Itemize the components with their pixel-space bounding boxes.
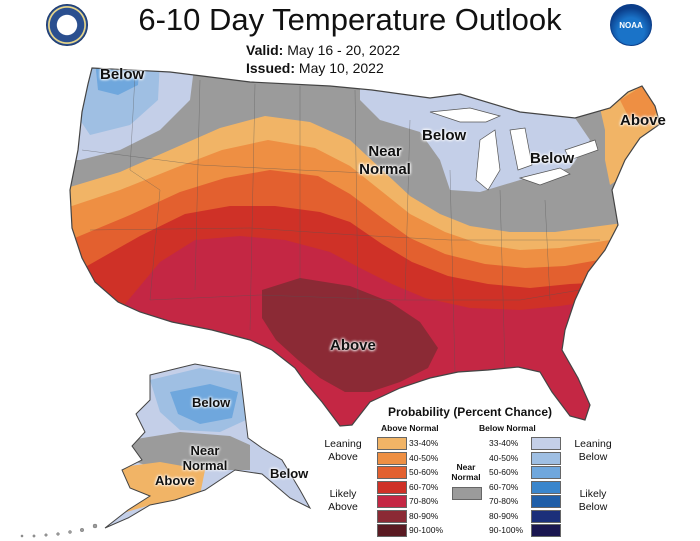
- legend-below-label-5: 80-90%: [489, 510, 519, 521]
- map-label-ak-below: Below: [192, 395, 231, 410]
- legend-title: Probability (Percent Chance): [387, 405, 553, 419]
- legend-below-swatch-1: [531, 451, 561, 465]
- legend-near-normal: Near Normal: [446, 462, 486, 482]
- legend-below-swatch-5: [531, 509, 561, 523]
- map-label-near-normal-1: Near: [368, 143, 402, 160]
- legend-below-swatch-2: [531, 466, 561, 479]
- legend-above-swatch-2: [377, 466, 407, 479]
- map-label-ak-near-normal: Near Normal: [180, 443, 230, 473]
- legend-above-header: Above Normal: [381, 423, 439, 433]
- legend-above-label-6: 90-100%: [409, 525, 444, 535]
- legend-below-swatch-3: [531, 480, 561, 494]
- legend-likely-below-1: Likely: [579, 488, 607, 500]
- legend-likely-below-2: Below: [578, 501, 608, 513]
- legend-above-label-0: 33-40%: [409, 438, 439, 448]
- valid-value: May 16 - 20, 2022: [287, 42, 401, 58]
- legend-near-normal-swatch: [452, 487, 482, 500]
- legend-above-swatch-4: [377, 495, 407, 508]
- issued-value: May 10, 2022: [298, 60, 384, 76]
- map-label-near-normal: Near Normal: [355, 143, 415, 179]
- legend-likely-above-2: Above: [328, 501, 358, 513]
- map-label-ak-near-1: Near: [190, 443, 220, 458]
- map-label-near-normal-2: Normal: [359, 161, 411, 178]
- map-label-ne-below: Below: [530, 150, 575, 167]
- legend-likely-above: Likely Above: [318, 488, 368, 514]
- legend-leaning-below-1: Leaning: [574, 438, 612, 450]
- noaa-logo-icon: NOAA: [610, 4, 652, 46]
- legend-leaning-below-2: Below: [578, 451, 608, 463]
- map-label-gl-below: Below: [422, 127, 467, 144]
- issued-row: Issued: May 10, 2022: [246, 60, 384, 76]
- legend-leaning-above-1: Leaning: [324, 438, 362, 450]
- legend-above-label-1: 40-50%: [409, 452, 439, 463]
- legend-likely-above-1: Likely: [329, 488, 357, 500]
- map-label-nw-below: Below: [100, 66, 145, 83]
- legend-above-swatch-3: [377, 480, 407, 494]
- legend-below-label-4: 70-80%: [489, 496, 519, 506]
- legend-likely-below: Likely Below: [568, 488, 618, 514]
- legend-near-2: Normal: [451, 472, 481, 482]
- legend-above-swatch-0: [377, 437, 407, 450]
- legend-near-1: Near: [456, 462, 476, 472]
- legend-below-swatch-6: [531, 524, 561, 537]
- valid-row: Valid: May 16 - 20, 2022: [246, 42, 400, 58]
- map-label-south-above: Above: [330, 337, 376, 354]
- legend-above-swatch-5: [377, 509, 407, 523]
- legend-above-label-3: 60-70%: [409, 481, 439, 492]
- legend-leaning-above: Leaning Above: [318, 438, 368, 464]
- map-label-ak-se-below: Below: [270, 466, 309, 481]
- legend-above-label-4: 70-80%: [409, 496, 439, 506]
- legend-below-swatch-0: [531, 437, 561, 450]
- legend-above-swatch-1: [377, 451, 407, 465]
- map-label-ne-above: Above: [620, 112, 666, 129]
- legend-below-header: Below Normal: [479, 423, 536, 433]
- legend-below-swatch-4: [531, 495, 561, 508]
- map-label-ak-near-2: Normal: [182, 458, 228, 473]
- noaa-logo-text: NOAA: [619, 20, 643, 30]
- valid-label: Valid:: [246, 42, 284, 58]
- legend-below-label-2: 50-60%: [489, 467, 519, 477]
- map-label-ak-above: Above: [155, 473, 195, 488]
- page-title: 6-10 Day Temperature Outlook: [138, 2, 562, 37]
- legend-below-label-1: 40-50%: [489, 452, 519, 463]
- legend-leaning-below: Leaning Below: [568, 438, 618, 464]
- legend-above-label-2: 50-60%: [409, 467, 439, 477]
- legend-above-label-5: 80-90%: [409, 510, 439, 521]
- issued-label: Issued:: [246, 60, 296, 76]
- legend-below-label-0: 33-40%: [489, 438, 519, 448]
- legend-below-label-3: 60-70%: [489, 481, 519, 492]
- commerce-seal-icon: [46, 4, 88, 46]
- legend-leaning-above-2: Above: [328, 451, 358, 463]
- legend-above-swatch-6: [377, 524, 407, 537]
- legend-below-label-6: 90-100%: [489, 525, 524, 535]
